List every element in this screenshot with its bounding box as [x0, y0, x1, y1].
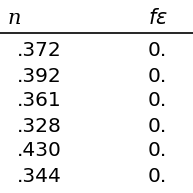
Text: 0.: 0. — [148, 91, 167, 111]
Text: $f\epsilon$: $f\epsilon$ — [148, 8, 168, 28]
Text: .344: .344 — [17, 167, 62, 185]
Text: .392: .392 — [17, 67, 62, 85]
Text: .328: .328 — [17, 117, 62, 135]
Text: 0.: 0. — [148, 67, 167, 85]
Text: .372: .372 — [17, 41, 62, 60]
Text: .430: .430 — [17, 141, 62, 161]
Text: 0.: 0. — [148, 117, 167, 135]
Text: .361: .361 — [17, 91, 62, 111]
Text: 0.: 0. — [148, 41, 167, 60]
Text: 0.: 0. — [148, 167, 167, 185]
Text: 0.: 0. — [148, 141, 167, 161]
Text: n: n — [8, 8, 21, 27]
